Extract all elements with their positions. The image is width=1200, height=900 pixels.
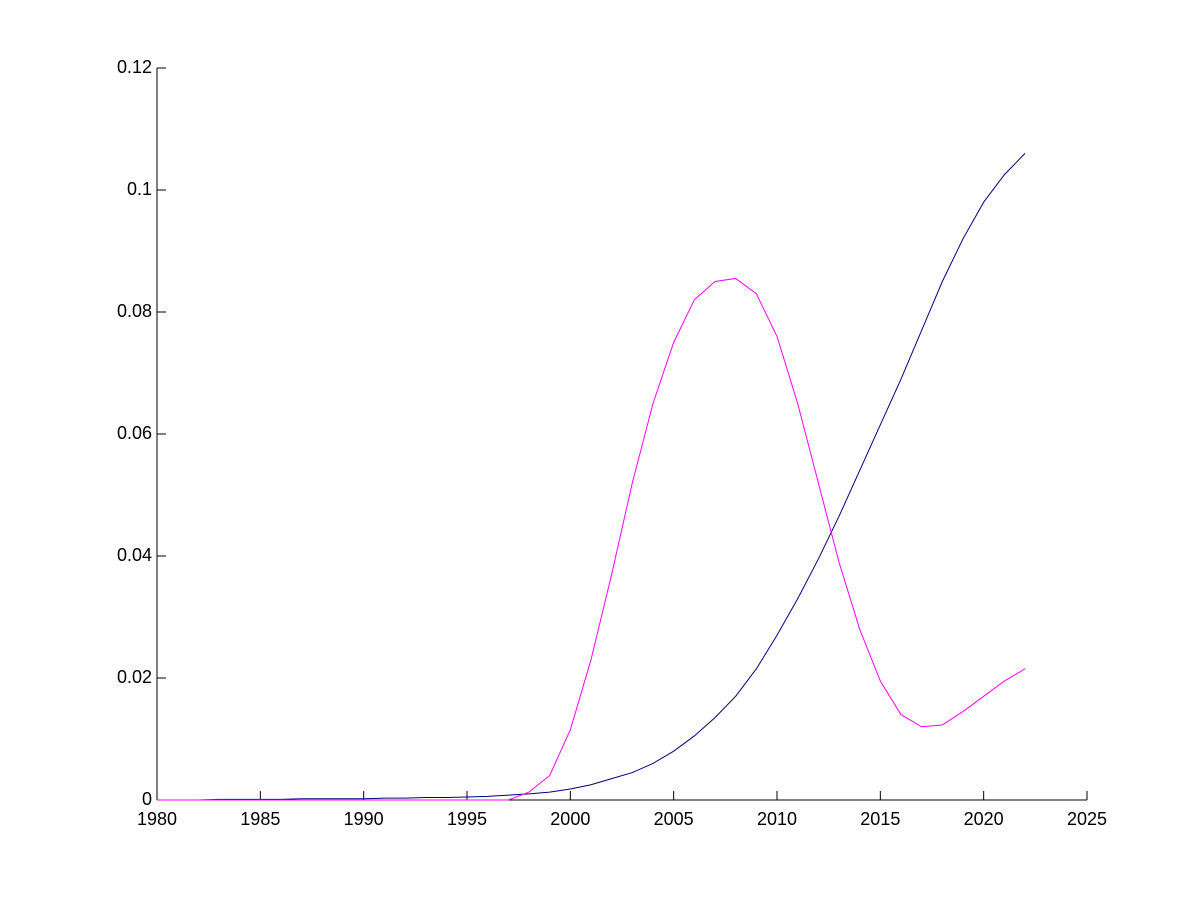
x-tick-label: 1995 [447, 809, 487, 829]
x-tick-label: 2010 [757, 809, 797, 829]
series-line [157, 153, 1026, 801]
y-tick-label: 0.02 [117, 667, 152, 687]
x-tick-label: 2025 [1067, 809, 1107, 829]
y-tick-label: 0.04 [117, 545, 152, 565]
x-tick-label: 2015 [860, 809, 900, 829]
y-tick-label: 0.1 [127, 179, 152, 199]
series-line [157, 277, 1026, 801]
x-tick-label: 2000 [550, 809, 590, 829]
y-tick-label: 0.06 [117, 423, 152, 443]
x-tick-label: 2020 [964, 809, 1004, 829]
x-tick-label: 1985 [240, 809, 280, 829]
x-tick-label: 1980 [137, 809, 177, 829]
y-tick-label: 0 [142, 789, 152, 809]
y-tick-label: 0.08 [117, 301, 152, 321]
x-tick-label: 2005 [654, 809, 694, 829]
y-tick-label: 0.12 [117, 57, 152, 77]
x-tick-label: 1990 [344, 809, 384, 829]
